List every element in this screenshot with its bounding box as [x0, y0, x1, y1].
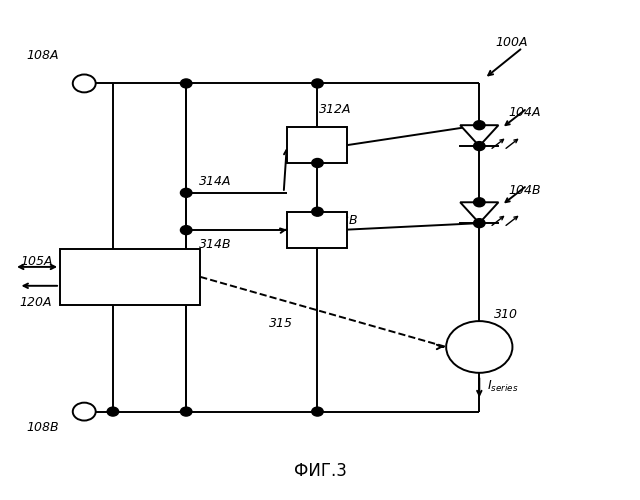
Text: 315: 315 [269, 317, 293, 330]
Text: ССР: ССР [304, 138, 330, 151]
Circle shape [312, 158, 323, 168]
Bar [60, 249, 200, 304]
Circle shape [107, 407, 118, 416]
Text: 105A: 105A [20, 255, 53, 268]
Text: 120A: 120A [19, 296, 52, 308]
Circle shape [73, 402, 96, 420]
Text: 312A: 312A [319, 104, 351, 117]
Text: Контроллер: Контроллер [93, 270, 168, 283]
Polygon shape [460, 125, 499, 146]
Circle shape [180, 188, 192, 198]
Text: $I_{series}$: $I_{series}$ [487, 379, 518, 394]
Text: 104A: 104A [508, 106, 541, 118]
Circle shape [474, 198, 485, 206]
Circle shape [180, 79, 192, 88]
Circle shape [73, 74, 96, 92]
Text: 314B: 314B [199, 238, 232, 250]
Text: 314A: 314A [199, 176, 232, 188]
Circle shape [474, 142, 485, 150]
Circle shape [474, 218, 485, 228]
Text: ФИГ.3: ФИГ.3 [294, 462, 346, 480]
Circle shape [180, 226, 192, 234]
Text: 104B: 104B [508, 184, 541, 198]
Circle shape [474, 120, 485, 130]
Text: 100A: 100A [495, 36, 528, 49]
Text: ССР: ССР [304, 223, 330, 236]
Circle shape [446, 321, 513, 373]
Text: 312B: 312B [326, 214, 359, 227]
Bar [287, 127, 348, 163]
Text: 108A: 108A [27, 48, 60, 62]
Circle shape [312, 207, 323, 216]
Polygon shape [460, 202, 499, 223]
Bar [287, 212, 348, 248]
Circle shape [312, 79, 323, 88]
Text: 108B: 108B [27, 422, 60, 434]
Circle shape [312, 407, 323, 416]
Circle shape [180, 407, 192, 416]
Text: 310: 310 [494, 308, 518, 321]
